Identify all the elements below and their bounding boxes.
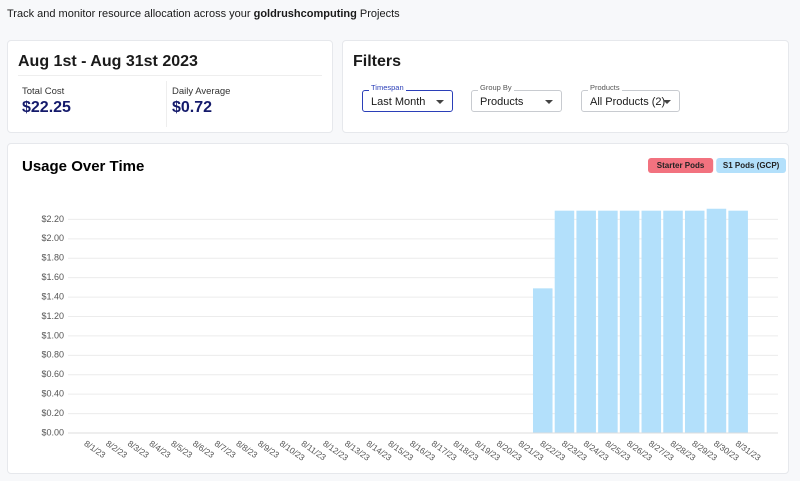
divider [166,81,167,127]
filters-title: Filters [353,53,402,70]
y-tick-label: $0.60 [41,369,64,379]
y-tick-label: $1.80 [41,253,64,263]
x-tick-label: 8/31/23 [734,438,763,463]
summary-title: Aug 1st - Aug 31st 2023 [18,53,198,70]
x-tick-label: 8/8/23 [234,438,259,460]
header-org: goldrushcomputing [253,8,357,20]
bar [598,210,618,433]
filters-card: Filters Timespan Last Month Group By Produ… [342,40,789,133]
dropdown-value: Last Month [371,96,426,108]
dropdown[interactable]: Products All Products (2) [581,83,680,112]
bar [532,288,553,433]
y-tick-label: $1.00 [41,330,64,340]
legend-label: Starter Pods [657,161,705,170]
divider [18,75,322,76]
y-tick-label: $0.00 [41,427,64,437]
total-label: Total Cost [22,86,65,97]
x-tick-label: 8/5/23 [169,438,194,460]
chart-title: Usage Over Time [22,158,144,175]
x-tick-label: 8/9/23 [256,438,281,460]
x-tick-label: 8/7/23 [213,438,238,460]
dropdown-value: Products [480,96,524,108]
header-text: Track and monitor resource allocation ac… [7,8,400,20]
y-tick-label: $0.40 [41,389,64,399]
y-tick-label: $1.20 [41,311,64,321]
dropdown-label: Products [588,83,622,93]
x-tick-label: 8/1/23 [82,438,107,460]
dropdown-label: Group By [478,83,514,93]
total-value: $22.25 [22,99,71,116]
average-value: $0.72 [172,99,213,116]
x-tick-label: 8/4/23 [148,438,173,460]
average-label: Daily Average [172,86,231,97]
bar [706,208,727,433]
bar [728,210,748,433]
legend-label: S1 Pods (GCP) [723,161,780,170]
x-tick-label: 8/3/23 [126,438,151,460]
header-tail: Projects [356,8,400,20]
y-tick-label: $1.60 [41,272,64,282]
bar [554,210,575,433]
bar [619,210,640,433]
dropdown[interactable]: Group By Products [471,83,562,112]
dropdown[interactable]: Timespan Last Month [362,83,453,112]
x-tick-label: 8/2/23 [104,438,129,460]
legend-swatch [648,158,714,173]
dropdown-label: Timespan [369,83,406,93]
y-tick-label: $2.20 [41,214,64,224]
x-tick-label: 8/6/23 [191,438,216,460]
y-tick-label: $2.00 [41,233,64,243]
dropdown-arrow [436,100,444,104]
legend-swatch [716,158,786,173]
y-tick-label: $0.20 [41,408,64,418]
dropdown-value: All Products (2) [590,96,666,108]
summary-card: Aug 1st - Aug 31st 2023 Total Cost $22.2… [7,40,333,133]
bar [684,210,705,433]
bar [641,210,662,433]
dropdown-arrow [545,100,553,104]
y-tick-label: $1.40 [41,291,64,301]
bar [663,210,683,433]
bar [576,210,596,433]
dropdown-arrow [663,100,671,104]
header-lead: Track and monitor resource allocation ac… [7,8,254,20]
y-tick-label: $0.80 [41,350,64,360]
